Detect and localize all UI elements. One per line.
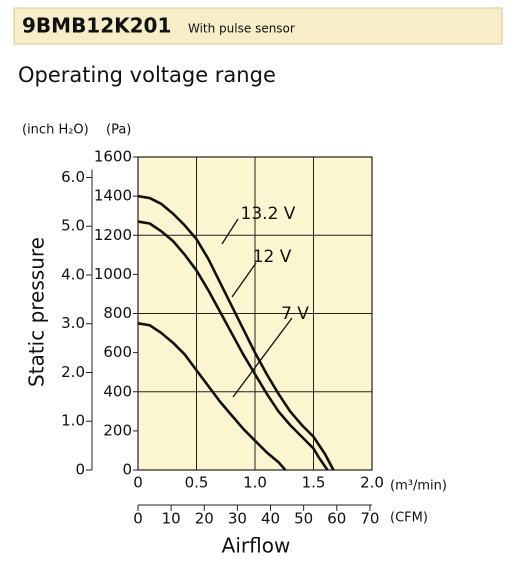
x2-tick-label: 60 — [327, 510, 346, 528]
y2-tick-label: 0 — [75, 461, 85, 479]
x2-tick-label: 70 — [360, 510, 379, 528]
y-unit: (Pa) — [106, 123, 131, 138]
note: With pulse sensor — [188, 22, 295, 36]
x-tick-label: 2.0 — [360, 474, 384, 492]
x2-unit: (CFM) — [390, 511, 428, 526]
series-label: 7 V — [281, 304, 309, 324]
y-tick-label: 0 — [122, 461, 132, 479]
y-tick-label: 400 — [103, 382, 132, 400]
series-label: 12 V — [253, 247, 292, 267]
y2-tick-label: 4.0 — [61, 265, 85, 283]
x-unit: (m³/min) — [390, 479, 447, 494]
x2-tick-label: 20 — [195, 510, 214, 528]
y2-tick-label: 6.0 — [61, 168, 85, 186]
curve — [137, 321, 287, 471]
y2-tick-label: 1.0 — [61, 412, 85, 430]
y-tick-label: 800 — [103, 304, 132, 322]
plot-frame — [137, 156, 373, 471]
y-tick-label: 200 — [103, 421, 132, 439]
leader-line — [231, 262, 257, 298]
x2-tick-label: 30 — [228, 510, 247, 528]
y-label: Static pressure — [25, 237, 49, 387]
series-label: 13.2 V — [241, 204, 296, 224]
curve — [137, 220, 329, 471]
y-tick-label: 600 — [103, 343, 132, 361]
y2-tick-label: 2.0 — [61, 363, 85, 381]
y2-tick-label: 5.0 — [61, 217, 85, 235]
y-tick-label: 1600 — [94, 148, 132, 166]
chart-title: Operating voltage range — [18, 63, 276, 87]
x2-tick-label: 10 — [162, 510, 181, 528]
x2-tick-label: 50 — [294, 510, 313, 528]
header-box — [13, 7, 503, 45]
x-tick-label: 0.5 — [185, 474, 209, 492]
x-tick-label: 1.5 — [302, 474, 326, 492]
x-label: Airflow — [222, 534, 291, 558]
y-tick-label: 1000 — [94, 265, 132, 283]
x2-tick-label: 0 — [133, 510, 143, 528]
curve — [137, 194, 335, 471]
x2-tick-label: 40 — [261, 510, 280, 528]
y-tick-label: 1200 — [94, 226, 132, 244]
x-tick-label: 1.0 — [243, 474, 267, 492]
y2-unit: (inch H₂O) — [22, 123, 89, 138]
leader-line — [232, 317, 293, 398]
x-tick-label: 0 — [133, 474, 143, 492]
leader-line — [221, 218, 239, 245]
y2-tick-label: 3.0 — [61, 314, 85, 332]
model: 9BMB12K201 — [22, 14, 171, 38]
y-tick-label: 1400 — [94, 187, 132, 205]
